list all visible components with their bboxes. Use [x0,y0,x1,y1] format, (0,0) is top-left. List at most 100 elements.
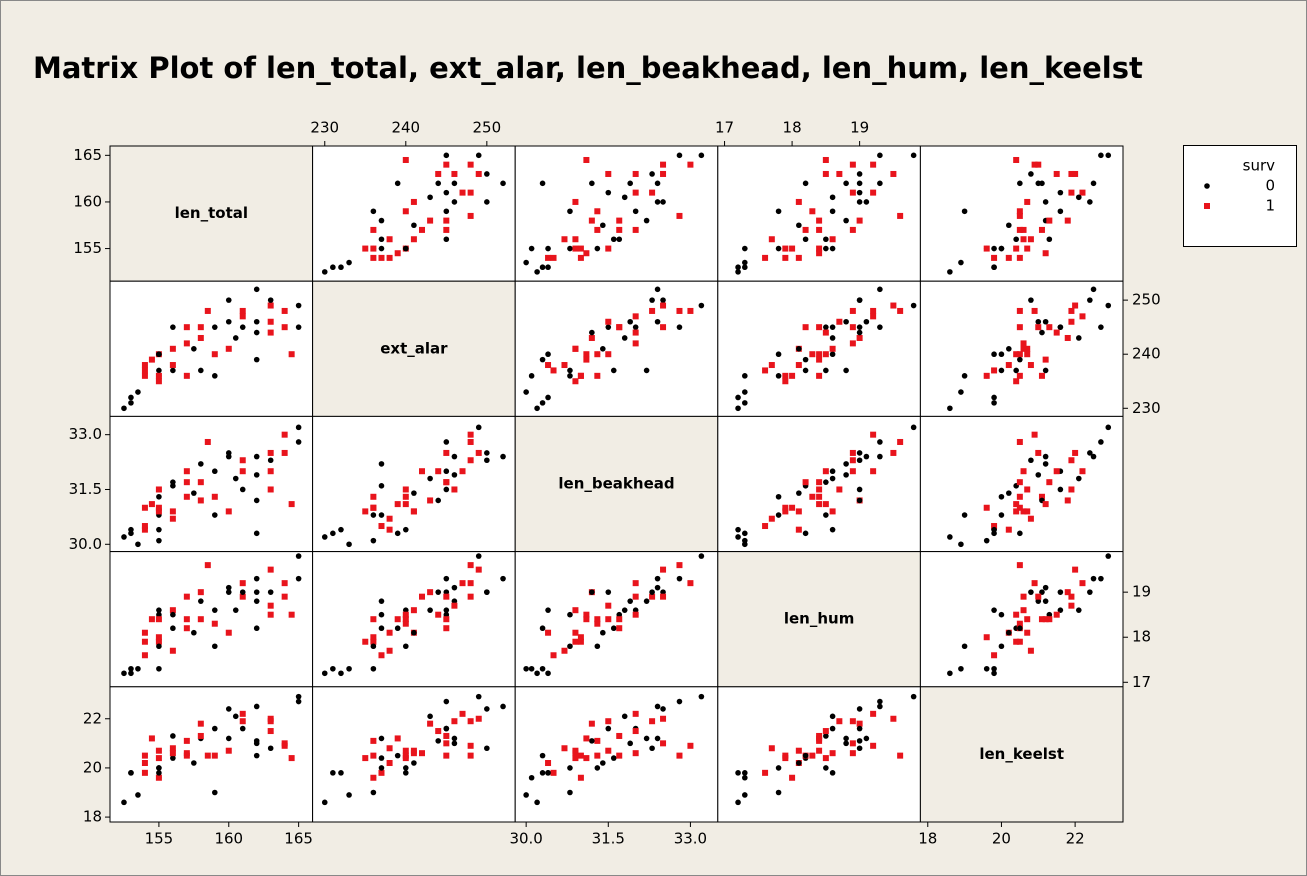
point [443,698,450,705]
point [1006,629,1012,636]
point [239,307,246,314]
panel [717,145,921,282]
point [169,750,176,757]
point [1105,152,1112,159]
point [370,752,377,759]
point [735,394,741,401]
point [735,405,741,412]
point [654,286,661,293]
point [910,152,917,159]
point [836,318,843,325]
point [427,720,434,727]
point [594,737,601,744]
point [155,755,162,762]
point [795,526,802,533]
point [1038,372,1045,379]
point [467,593,474,600]
point [572,607,579,614]
point [816,372,823,379]
point [1038,226,1045,233]
point [1005,362,1012,369]
point [253,530,260,537]
point [856,706,863,712]
point [386,515,393,522]
point [443,161,450,168]
point [1046,479,1053,486]
point [253,575,260,582]
point [370,665,377,672]
point [698,553,705,559]
point [534,670,540,677]
point [627,180,633,187]
point [1013,245,1020,252]
point [1035,324,1042,331]
point [459,189,466,196]
point [605,170,612,177]
x-tick-label: 240 [391,119,420,137]
point [148,501,155,508]
point [1042,616,1049,623]
point [253,738,260,744]
panel [717,686,921,823]
point [816,245,823,252]
point [253,318,260,325]
point [843,318,849,325]
point [239,486,246,493]
point [594,752,601,759]
point [567,367,573,374]
point [660,161,667,168]
point [467,562,474,569]
point [660,199,666,205]
point [1057,208,1064,215]
point [802,324,809,331]
point [654,703,661,710]
point [148,616,155,623]
point [643,598,650,604]
point [545,264,551,271]
point [267,611,274,618]
legend-label: 0 [1265,177,1275,195]
point [735,534,741,540]
y-tick-label: 22 [83,709,102,727]
x-tick-label: 18 [918,830,937,848]
point [643,735,650,742]
point [947,670,953,677]
point [232,335,239,341]
point [605,318,612,325]
point [823,733,829,739]
point [795,254,802,261]
point [225,589,232,595]
point [991,652,998,659]
point [295,693,302,700]
point [378,652,385,659]
point [394,501,401,508]
point [600,222,606,229]
point [1031,580,1038,587]
y-tick-label: 165 [73,146,102,164]
point [742,264,748,271]
point [484,171,490,177]
point [863,453,870,460]
point [451,486,458,493]
point [378,483,385,489]
diagonal-panel [514,415,719,553]
point [550,367,557,374]
point [632,170,639,177]
point [1013,236,1019,243]
point [782,504,789,511]
point [610,625,617,632]
point [378,236,385,243]
point [1013,611,1020,618]
point [419,226,426,233]
point [1087,589,1093,595]
point [588,334,595,341]
point [577,372,584,379]
point [649,718,656,725]
point [947,269,953,275]
point [816,226,823,233]
point [1046,611,1053,618]
point [1013,378,1020,385]
point [572,638,579,645]
point [225,747,232,754]
point [649,171,655,177]
